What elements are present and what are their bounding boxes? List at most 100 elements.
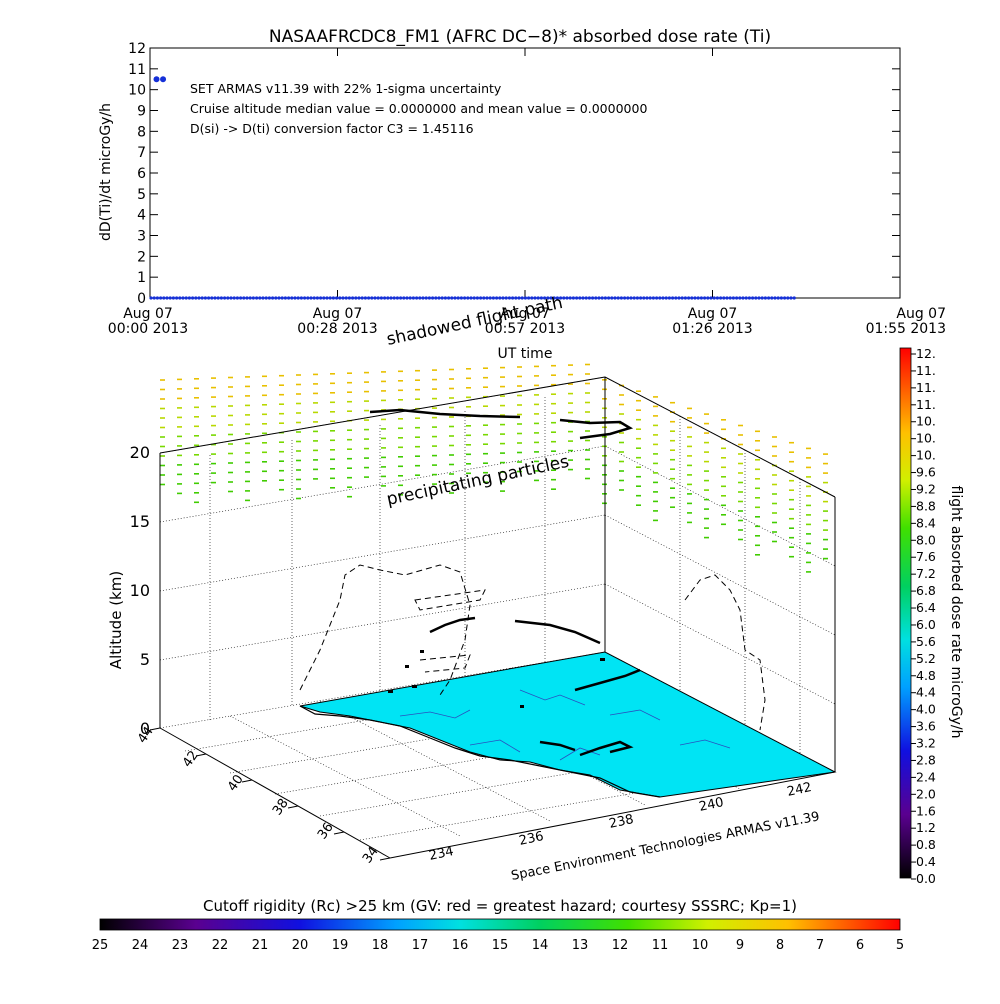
- longitude-tick-label: 236: [518, 829, 545, 849]
- dose-tick-label: 0.0: [916, 871, 936, 886]
- data-point: [245, 296, 249, 300]
- data-point: [510, 296, 515, 300]
- data-point: [367, 296, 371, 300]
- data-point: [194, 296, 198, 300]
- data-point: [674, 296, 678, 300]
- x-tick-time: 01:26 2013: [672, 321, 752, 337]
- data-point: [469, 296, 473, 300]
- data-point: [472, 296, 476, 300]
- data-point: [219, 296, 223, 300]
- x-tick-date: Aug 07: [313, 306, 363, 322]
- data-point: [482, 296, 486, 300]
- data-point: [229, 296, 233, 300]
- data-point: [706, 296, 710, 300]
- data-point: [600, 296, 604, 300]
- dose-tick-label: 7.2: [916, 566, 936, 581]
- data-point: [680, 296, 684, 300]
- data-point: [629, 296, 633, 300]
- data-point: [431, 296, 435, 300]
- data-point: [642, 296, 646, 300]
- data-point: [184, 296, 188, 300]
- dose-tick-label: 4.4: [916, 685, 936, 700]
- y-tick-label: 1: [137, 270, 146, 286]
- data-point: [187, 296, 191, 300]
- data-point: [485, 296, 489, 300]
- data-point: [299, 296, 303, 300]
- data-point: [287, 296, 291, 300]
- rigidity-colorbar-ticks: 25 24 23 22 21 20 19 18 17 16 15 14 13 12 11 10 9 8 7 6 5: [92, 938, 904, 953]
- longitude-tick-label: 240: [698, 795, 725, 815]
- data-point: [322, 296, 326, 300]
- data-point: [770, 296, 774, 300]
- data-point: [735, 296, 739, 300]
- dose-tick-label: 11.: [916, 397, 936, 412]
- data-point: [418, 296, 422, 300]
- rigidity-tick-label: 5: [896, 938, 904, 953]
- latitude-tick: [333, 831, 345, 835]
- annotation-line-2: Cruise altitude median value = 0.0000000…: [190, 101, 647, 116]
- data-point: [693, 296, 697, 300]
- dose-tick-label: 10.: [916, 431, 936, 446]
- x-tick-time: 00:57 2013: [485, 321, 565, 337]
- y-tick-label: 3: [137, 229, 146, 245]
- dose-tick-label: 3.6: [916, 719, 936, 734]
- data-point: [552, 296, 556, 300]
- data-point: [341, 296, 345, 300]
- data-point: [306, 296, 310, 300]
- data-point: [408, 296, 412, 300]
- data-point: [405, 296, 409, 300]
- data-point: [223, 296, 227, 300]
- data-point: [495, 296, 499, 300]
- data-point: [399, 296, 403, 300]
- data-point: [248, 296, 252, 300]
- dose-tick-label: 2.0: [916, 786, 936, 801]
- latitude-tick: [287, 805, 299, 809]
- dose-tick-label: 4.8: [916, 668, 936, 683]
- data-point: [779, 296, 784, 300]
- data-point: [658, 296, 662, 300]
- data-point: [274, 296, 278, 300]
- box-frame: [159, 376, 836, 859]
- map-surface: [299, 651, 837, 798]
- data-point: [325, 296, 329, 300]
- rigidity-tick-label: 15: [492, 938, 509, 953]
- data-point: [178, 296, 182, 300]
- altitude-ticks: 0 5 10 15 20: [130, 443, 150, 738]
- data-point: [498, 296, 502, 300]
- dose-tick-label: 11.: [916, 380, 936, 395]
- data-point: [696, 296, 700, 300]
- data-point: [203, 296, 207, 300]
- latitude-tick: [149, 727, 161, 731]
- y-tick-label: 7: [137, 145, 146, 161]
- data-point: [370, 296, 374, 300]
- data-point: [709, 296, 713, 300]
- data-point: [459, 296, 463, 300]
- data-point: [360, 296, 364, 300]
- data-point: [437, 296, 441, 300]
- data-point: [645, 296, 649, 300]
- longitude-tick-label: 242: [786, 780, 813, 800]
- longitude-ticks: 234 236 238 240 242: [428, 780, 813, 864]
- precipitating-particles-label: precipitating particles: [385, 452, 571, 510]
- data-point: [392, 296, 396, 300]
- data-point: [303, 296, 307, 300]
- data-point: [555, 296, 560, 300]
- rigidity-tick-label: 9: [736, 938, 744, 953]
- altitude-tick-label: 10: [130, 581, 150, 600]
- dose-tick-label: 3.2: [916, 736, 936, 751]
- y-tick-label: 10: [128, 83, 146, 99]
- data-point: [523, 296, 528, 300]
- dose-tick-label: 7.6: [916, 549, 936, 564]
- data-point: [712, 296, 716, 300]
- data-point: [725, 296, 729, 300]
- data-point: [792, 296, 796, 300]
- latitude-tick-label: 34: [360, 844, 382, 866]
- data-point: [379, 296, 383, 300]
- data-point: [546, 296, 550, 300]
- dose-series: [149, 76, 796, 300]
- y-tick-label: 12: [128, 41, 146, 57]
- rigidity-tick-label: 11: [652, 938, 669, 953]
- data-point: [466, 296, 470, 300]
- data-point: [632, 296, 636, 300]
- data-point: [197, 296, 201, 300]
